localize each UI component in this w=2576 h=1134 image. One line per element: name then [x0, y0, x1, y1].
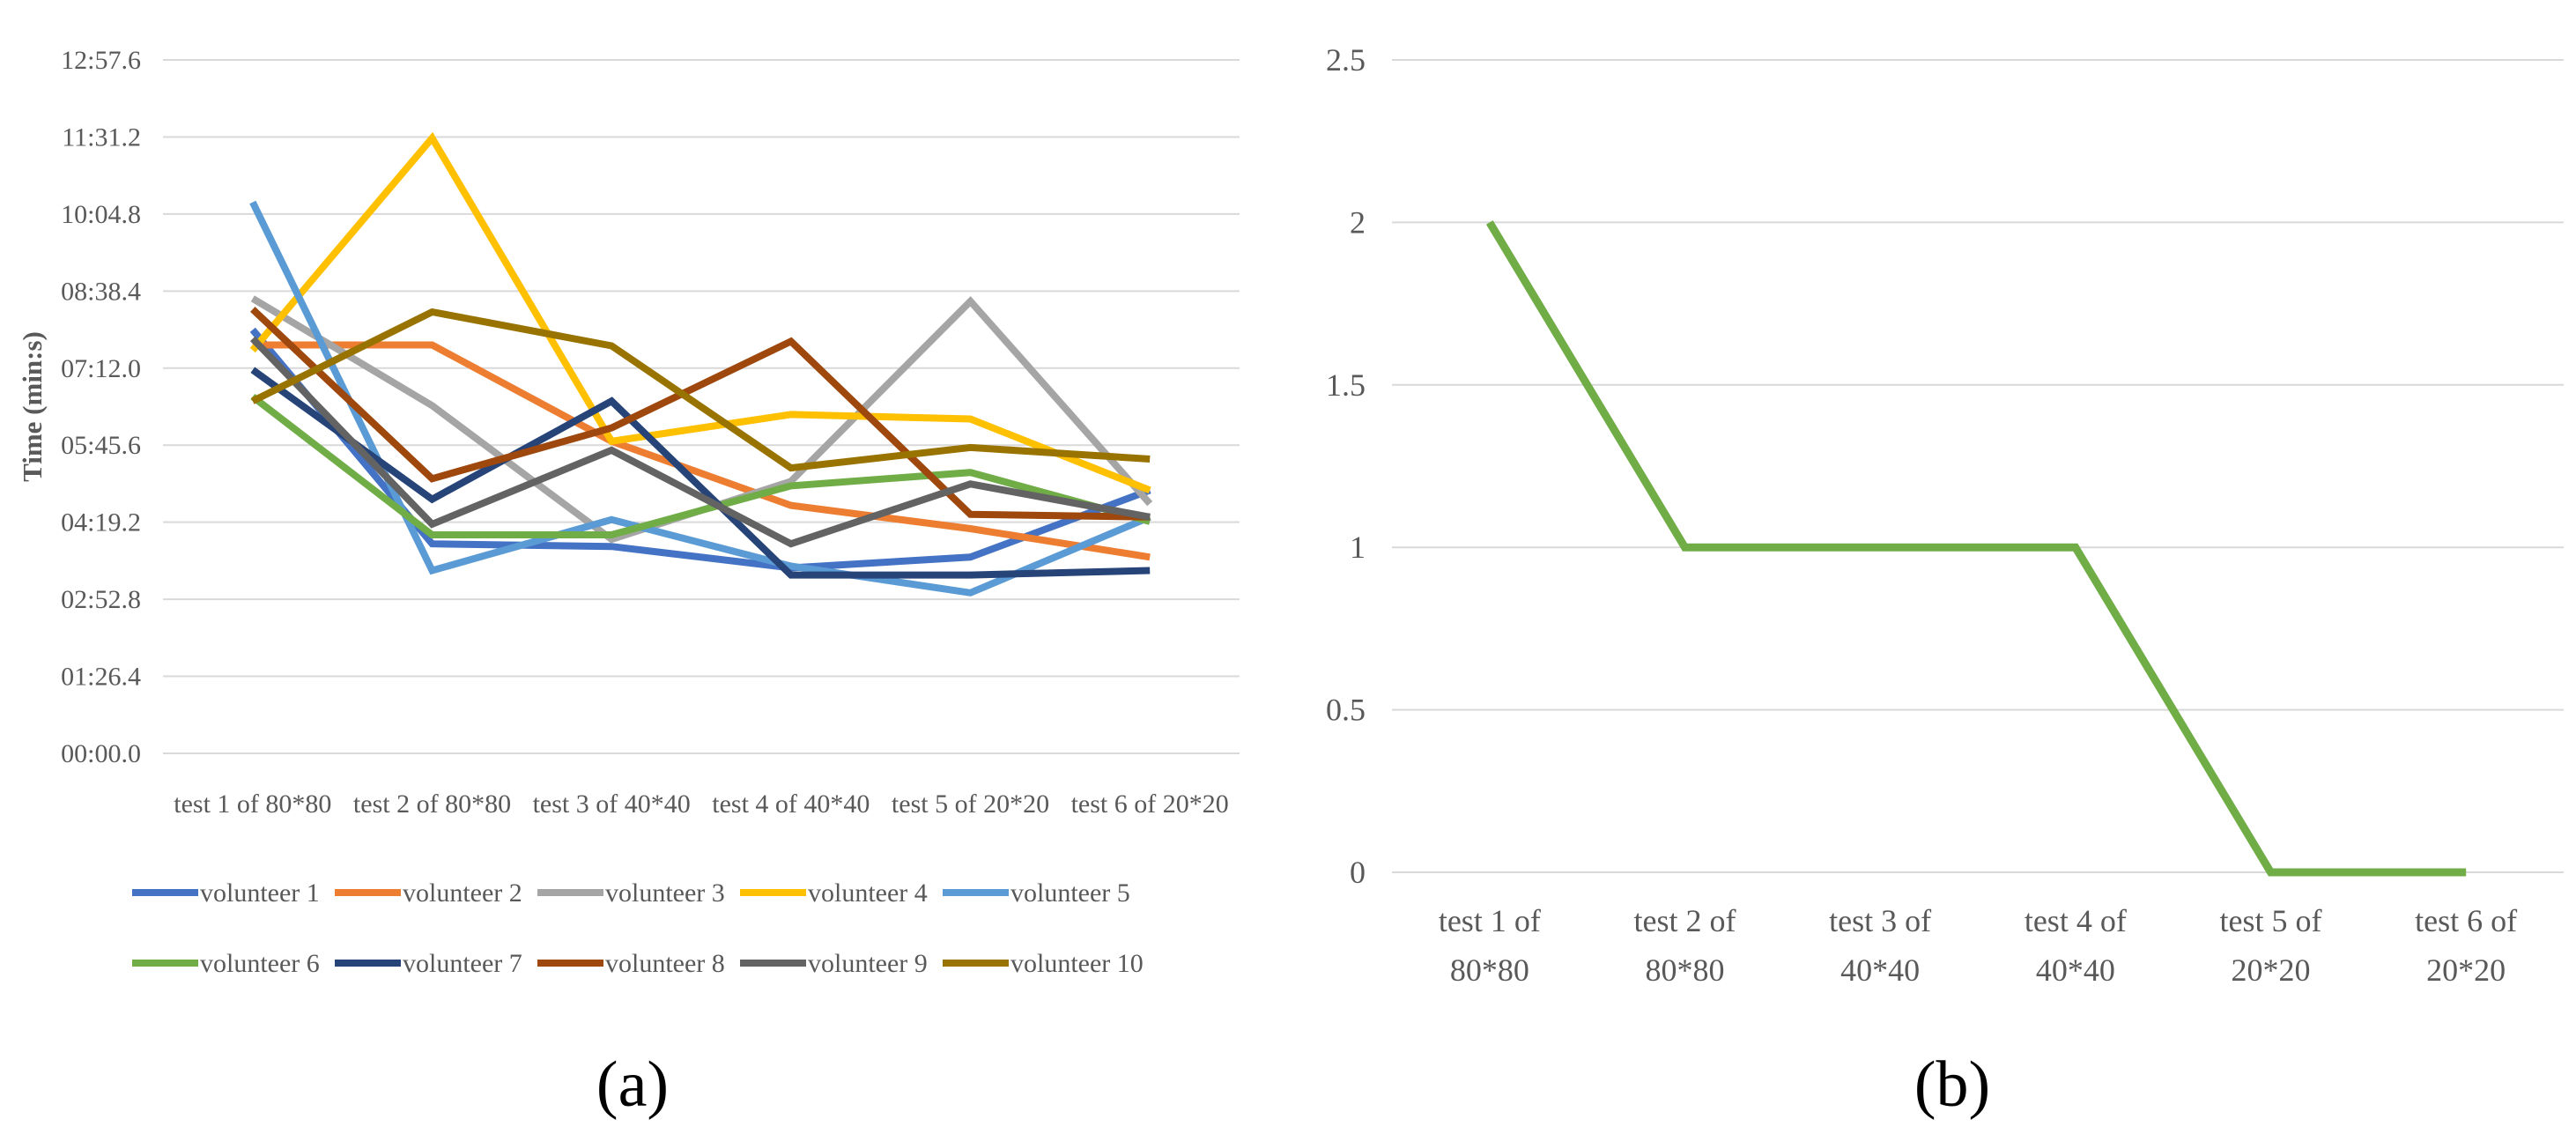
chart-b-x-tick-label: test 5 of — [2220, 903, 2322, 938]
chart-b-y-tick-label: 1.5 — [1326, 367, 1366, 403]
chart-a-x-tick-label: test 5 of 20*20 — [892, 789, 1049, 819]
panel-label-b: (b) — [1914, 1049, 1990, 1121]
chart-a-series-line — [249, 336, 1151, 548]
chart-a-series-line — [250, 367, 1151, 579]
chart-a-x-tick-label: test 1 of 80*80 — [174, 789, 331, 819]
chart-b-x-tick-label: 40*40 — [1840, 952, 1920, 988]
chart-a-series-line — [250, 394, 1151, 538]
chart-b-x-tick-label: test 4 of — [2025, 903, 2127, 938]
chart-b-x-tick-labels: test 1 of 80*80 test 2 of 80*80 test 3 of 40*… — [1439, 903, 2517, 988]
chart-a-series-line — [251, 308, 1151, 472]
chart-b-x-tick-label: 40*40 — [2036, 952, 2115, 988]
chart-a-y-tick-label: 07:12.0 — [61, 354, 141, 383]
chart-a-y-tick-labels: 00:00.0 01:26.4 02:52.8 04:19.2 05:45.6 07:12… — [61, 46, 141, 768]
chart-b-x-tick-label: 20*20 — [2426, 952, 2506, 988]
chart-a-legend-label: volunteer 9 — [808, 949, 928, 978]
chart-a-legend-label: volunteer 6 — [200, 949, 320, 978]
chart-b-x-tick-label: 80*80 — [1450, 952, 1529, 988]
chart-a-x-tick-label: test 4 of 40*40 — [712, 789, 870, 819]
chart-a-legend: volunteer 1 volunteer 2 volunteer 3 volunte… — [132, 878, 1144, 978]
chart-b: 0 0.5 1 1.5 2 2.5 test 1 of 80*80 test 2 of 80*8… — [1326, 42, 2564, 988]
chart-b-series-line — [1485, 220, 2467, 877]
chart-a-x-tick-label: test 3 of 40*40 — [533, 789, 691, 819]
chart-b-y-tick-label: 1 — [1350, 530, 1366, 565]
chart-b-x-tick-label: 80*80 — [1646, 952, 1725, 988]
chart-a-legend-label: volunteer 8 — [605, 949, 725, 978]
chart-a-y-tick-label: 04:19.2 — [61, 508, 141, 537]
chart-a-x-tick-label: test 6 of 20*20 — [1071, 789, 1229, 819]
chart-a-x-tick-label: test 2 of 80*80 — [353, 789, 511, 819]
chart-b-y-tick-label: 2 — [1350, 204, 1366, 240]
chart-b-y-tick-label: 0 — [1350, 855, 1366, 890]
chart-a-y-tick-label: 12:57.6 — [61, 46, 141, 75]
chart-a-legend-label: volunteer 2 — [403, 878, 522, 908]
chart-b-x-tick-label: test 2 of — [1634, 903, 1736, 938]
chart-a-legend-label: volunteer 7 — [403, 949, 522, 978]
chart-a-x-tick-labels: test 1 of 80*80 test 2 of 80*80 test 3 of … — [174, 789, 1228, 819]
chart-a-series-line — [249, 131, 1151, 494]
chart-a-series-lines — [249, 131, 1153, 597]
chart-a-legend-label: volunteer 10 — [1010, 949, 1144, 978]
chart-a-y-tick-label: 11:31.2 — [62, 122, 141, 152]
chart-a-y-tick-label: 08:38.4 — [61, 277, 141, 306]
chart-b-x-tick-label: test 1 of — [1439, 903, 1541, 938]
chart-b-y-tick-label: 0.5 — [1326, 693, 1366, 728]
chart-a-y-tick-label: 01:26.4 — [61, 663, 141, 692]
chart-b-x-tick-label: test 6 of — [2415, 903, 2517, 938]
chart-b-y-tick-label: 2.5 — [1326, 42, 1366, 78]
chart-b-y-tick-labels: 0 0.5 1 1.5 2 2.5 — [1326, 42, 1366, 890]
panel-label-a: (a) — [596, 1049, 669, 1121]
chart-a-legend-label: volunteer 4 — [808, 878, 928, 908]
chart-b-series-lines — [1485, 220, 2467, 877]
chart-a-legend-label: volunteer 1 — [200, 878, 320, 908]
chart-a-series-line — [252, 341, 1151, 561]
chart-a-y-tick-label: 05:45.6 — [61, 431, 141, 460]
chart-a-y-tick-label: 02:52.8 — [61, 585, 141, 614]
chart-a: 00:00.0 01:26.4 02:52.8 04:19.2 05:45.6 07:12… — [17, 46, 1240, 978]
chart-a-series-line — [250, 307, 1151, 521]
chart-a-legend-label: volunteer 5 — [1010, 878, 1130, 908]
chart-b-x-tick-label: 20*20 — [2232, 952, 2311, 988]
chart-b-x-tick-label: test 3 of — [1829, 903, 1931, 938]
chart-b-gridlines — [1392, 59, 2564, 873]
chart-a-legend-label: volunteer 3 — [605, 878, 725, 908]
chart-a-gridlines — [163, 59, 1240, 754]
chart-a-y-tick-label: 00:00.0 — [61, 739, 141, 768]
chart-a-y-axis-label: Time (min:s) — [17, 331, 48, 482]
chart-a-y-tick-label: 10:04.8 — [61, 200, 141, 229]
